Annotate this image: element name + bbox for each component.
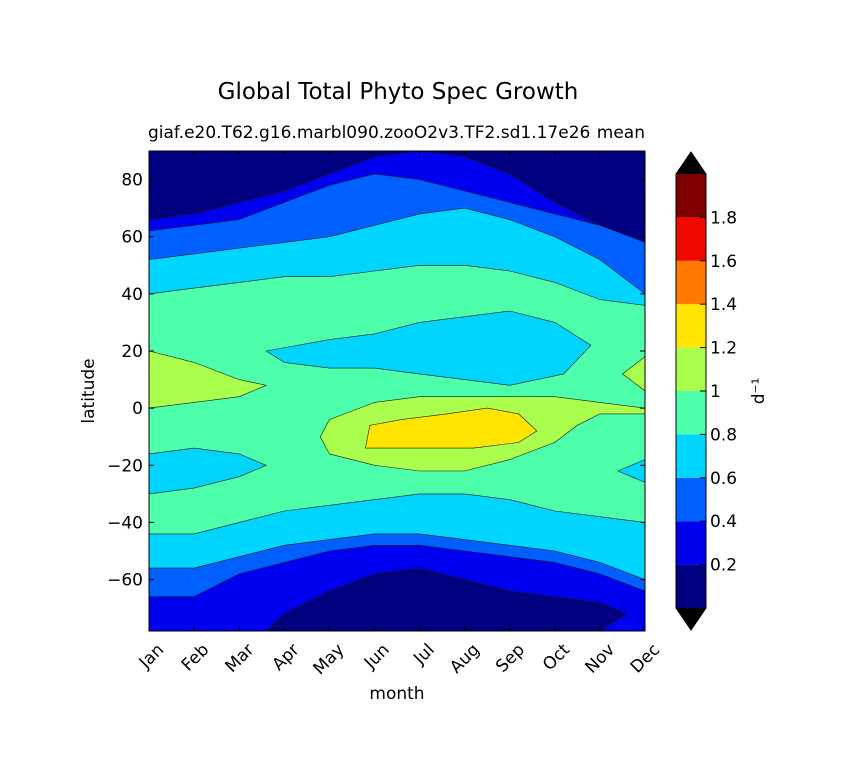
plot-frame (148, 150, 646, 632)
chart-title: Global Total Phyto Spec Growth (218, 79, 579, 105)
contour-region-7 (265, 310, 592, 386)
colorbar-outline (675, 151, 707, 631)
x-axis-label: month (369, 684, 424, 704)
colorbar-tick-label-8: 1.8 (710, 208, 737, 228)
colorbar-tick-label-5: 1.2 (710, 339, 737, 359)
colorbar-segment-8 (676, 217, 706, 261)
x-tick-label-nov: Nov (581, 640, 619, 678)
contour-region-10 (149, 350, 267, 409)
x-tick-label-apr: Apr (268, 640, 303, 675)
y-tick-label-6: −40 (107, 513, 143, 533)
contour-region-8 (149, 447, 267, 495)
colorbar-segment-1 (676, 521, 706, 565)
y-tick-label-3: 20 (121, 342, 143, 362)
colorbar-segment-3 (676, 434, 706, 478)
colorbar-segment-4 (676, 391, 706, 435)
contour-region-13 (365, 407, 538, 449)
x-tick-label-aug: Aug (446, 640, 484, 678)
colorbar: 0.2 0.4 0.6 0.8 1 1.2 1.4 1.6 1.8 (675, 151, 737, 631)
contour-region-9 (617, 459, 645, 483)
y-tick-label-5: −20 (107, 456, 143, 476)
x-tick-label-may: May (310, 640, 349, 679)
colorbar-segment-6 (676, 304, 706, 348)
contour-region-4 (265, 567, 628, 631)
x-tick-label-dec: Dec (627, 640, 664, 677)
y-axis-ticks: 80 60 40 20 0 −20 −40 −60 (107, 171, 645, 591)
colorbar-tick-label-6: 1.4 (710, 295, 737, 315)
x-tick-label-mar: Mar (222, 640, 259, 677)
y-tick-label-4: 0 (132, 399, 143, 419)
colorbar-tick-label-4: 1 (710, 382, 721, 402)
x-tick-label-feb: Feb (178, 640, 213, 675)
y-tick-label-7: −60 (107, 571, 143, 591)
x-tick-label-jan: Jan (135, 640, 168, 673)
y-tick-label-1: 60 (121, 228, 143, 248)
y-axis-label: latitude (79, 358, 99, 423)
colorbar-segment-9 (676, 174, 706, 218)
colorbar-segment-0 (676, 564, 706, 608)
colorbar-tick-label-7: 1.6 (710, 252, 737, 272)
x-tick-label-oct: Oct (539, 640, 574, 675)
colorbar-segment-2 (676, 477, 706, 522)
colorbar-tick-label-0: 0.2 (710, 556, 737, 576)
contour-fill-regions (149, 151, 645, 631)
x-tick-label-sep: Sep (492, 640, 529, 677)
y-tick-label-2: 40 (121, 285, 143, 305)
colorbar-over-arrow (676, 152, 706, 174)
chart-subtitle-run-name: giaf.e20.T62.g16.marbl090.zooO2v3.TF2.sd… (148, 123, 590, 143)
colorbar-tick-label-2: 0.6 (710, 469, 737, 489)
x-tick-label-jun: Jun (360, 640, 394, 674)
colorbar-under-arrow (676, 608, 706, 630)
colorbar-segment-5 (676, 347, 706, 391)
colorbar-label: d⁻¹ (749, 378, 769, 405)
y-tick-label-0: 80 (121, 171, 143, 191)
contour-region-2 (149, 151, 645, 243)
chart-subtitle-statistic: mean (597, 123, 645, 143)
colorbar-tick-label-1: 0.4 (710, 512, 737, 532)
colorbar-tick-label-3: 0.8 (710, 425, 737, 445)
contour-region-11 (622, 356, 645, 392)
colorbar-segment-7 (676, 260, 706, 305)
x-tick-label-jul: Jul (409, 640, 438, 669)
